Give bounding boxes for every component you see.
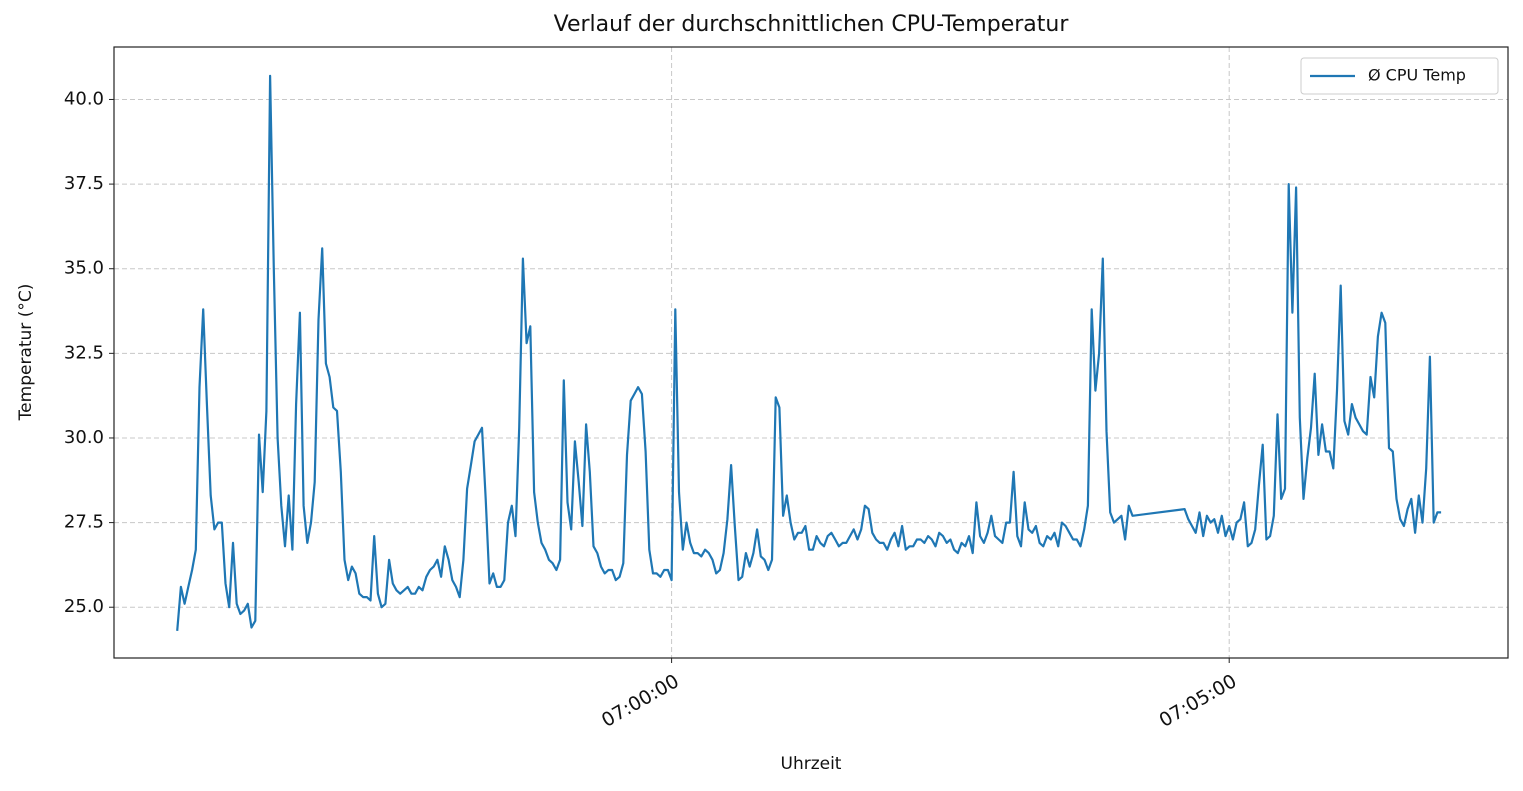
y-tick-label: 27.5	[64, 512, 104, 533]
x-tick-label: 07:05:00	[1156, 670, 1241, 732]
chart-title: Verlauf der durchschnittlichen CPU-Tempe…	[554, 12, 1070, 37]
y-tick-label: 40.0	[64, 88, 104, 109]
x-axis-label: Uhrzeit	[781, 754, 842, 774]
y-tick-label: 37.5	[64, 173, 104, 194]
plot-frame	[113, 46, 1509, 659]
y-axis-label: Temperatur (°C)	[16, 284, 36, 422]
line	[176, 74, 1442, 631]
y-tick-label: 35.0	[64, 258, 104, 279]
legend-label: Ø CPU Temp	[1368, 66, 1466, 85]
y-tick-label: 25.0	[64, 596, 104, 617]
y-tick-label: 32.5	[64, 342, 104, 363]
legend	[1300, 57, 1499, 95]
x-tick-label: 07:00:00	[598, 670, 683, 732]
y-tick-label: 30.0	[64, 427, 104, 448]
